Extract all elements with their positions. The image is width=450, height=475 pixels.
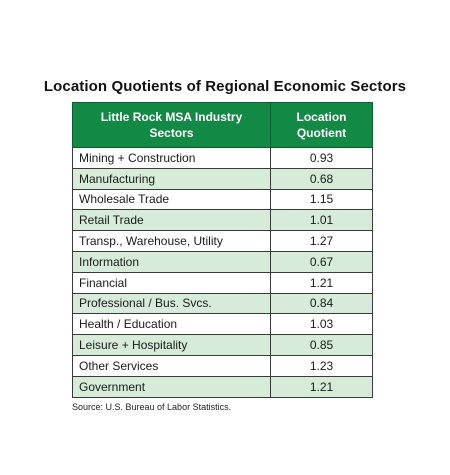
sector-cell: Health / Education [72,313,271,336]
quotient-cell: 0.85 [270,334,373,356]
location-quotient-table: Little Rock MSA Industry Sectors Locatio… [72,102,373,398]
quotient-cell: 1.27 [270,230,373,252]
sector-cell: Transp., Warehouse, Utility [72,230,271,252]
table-row: Retail Trade 1.01 [72,209,373,232]
source-note: Source: U.S. Bureau of Labor Statistics. [72,402,232,412]
table-row: Information 0.67 [72,250,373,273]
quotient-cell: 1.21 [270,375,373,398]
quotient-cell: 1.03 [270,313,373,336]
sector-cell: Other Services [72,354,271,377]
table-header-row: Little Rock MSA Industry Sectors Locatio… [72,102,373,148]
header-location-quotient: Location Quotient [270,102,373,148]
sector-cell: Wholesale Trade [72,188,271,211]
quotient-cell: 0.68 [270,167,373,190]
table-row: Professional / Bus. Svcs. 0.84 [72,292,373,315]
sector-cell: Information [72,250,271,273]
table-row: Health / Education 1.03 [72,313,373,336]
quotient-cell: 1.23 [270,354,373,377]
header-industry-sectors: Little Rock MSA Industry Sectors [72,102,271,148]
quotient-cell: 0.84 [270,292,373,315]
quotient-cell: 0.93 [270,147,373,169]
quotient-cell: 0.67 [270,250,373,273]
sector-cell: Professional / Bus. Svcs. [72,292,271,315]
sector-cell: Manufacturing [72,167,271,190]
table-row: Other Services 1.23 [72,354,373,377]
table-title: Location Quotients of Regional Economic … [43,78,407,95]
quotient-cell: 1.15 [270,188,373,211]
table-row: Government 1.21 [72,375,373,398]
table-row: Wholesale Trade 1.15 [72,188,373,211]
table-row: Transp., Warehouse, Utility 1.27 [72,230,373,252]
table-row: Financial 1.21 [72,271,373,294]
sector-cell: Retail Trade [72,209,271,232]
table-row: Leisure + Hospitality 0.85 [72,334,373,356]
sector-cell: Government [72,375,271,398]
table-row: Mining + Construction 0.93 [72,147,373,169]
quotient-cell: 1.01 [270,209,373,232]
sector-cell: Leisure + Hospitality [72,334,271,356]
table-row: Manufacturing 0.68 [72,167,373,190]
sector-cell: Mining + Construction [72,147,271,169]
quotient-cell: 1.21 [270,271,373,294]
sector-cell: Financial [72,271,271,294]
